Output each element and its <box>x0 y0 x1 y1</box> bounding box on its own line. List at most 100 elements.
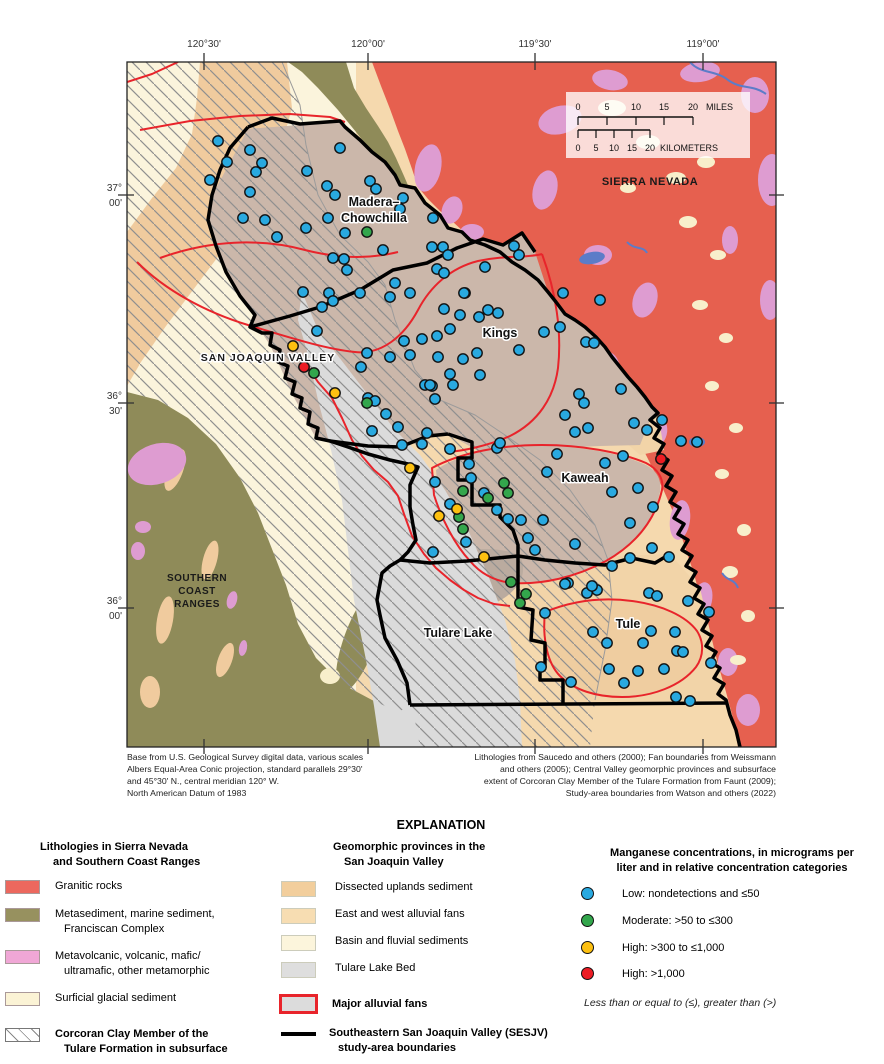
legend-item-lakebed: Tulare Lake Bed <box>281 962 415 978</box>
sample-point-low <box>587 626 599 638</box>
sample-point-moderate <box>514 597 526 609</box>
legend-item-mn-low: Low: nondetections and ≤50 <box>581 887 760 900</box>
sample-point-low <box>539 607 551 619</box>
sample-point-low <box>606 560 618 572</box>
sample-point-low <box>361 347 373 359</box>
svg-text:120°00': 120°00' <box>351 39 385 50</box>
sample-point-low <box>606 486 618 498</box>
legend-item-basin: Basin and fluvial sediments <box>281 935 468 951</box>
sample-point-low <box>632 482 644 494</box>
sample-point-high_1000 <box>298 361 310 373</box>
sample-point-low <box>641 424 653 436</box>
sample-point-low <box>212 135 224 147</box>
credit-base: Base from U.S. Geological Survey digital… <box>127 752 364 798</box>
sample-point-low <box>380 408 392 420</box>
svg-text:RANGES: RANGES <box>174 599 220 610</box>
sample-point-low <box>471 347 483 359</box>
label-tule: Tule <box>616 617 641 631</box>
sample-point-low <box>684 695 696 707</box>
sample-point-low <box>454 309 466 321</box>
sample-point-low <box>221 156 233 168</box>
svg-text:00': 00' <box>109 198 122 209</box>
sample-point-low <box>599 457 611 469</box>
sample-point-moderate <box>482 492 494 504</box>
sample-point-low <box>301 165 313 177</box>
sample-point-low <box>703 606 715 618</box>
legend-item-sesjv: Southeastern San Joaquin Valley (SESJV) s… <box>281 1027 548 1055</box>
sample-point-low <box>705 657 717 669</box>
uplands-swatch <box>281 881 316 897</box>
sample-point-low <box>482 304 494 316</box>
sample-point-low <box>426 241 438 253</box>
sample-point-low <box>364 175 376 187</box>
lithologies-heading: Lithologies in Sierra Nevada and Souther… <box>40 841 201 868</box>
sample-point-low <box>603 663 615 675</box>
sample-point-moderate <box>502 487 514 499</box>
sample-point-low <box>416 438 428 450</box>
sample-point-low <box>259 214 271 226</box>
sample-point-low <box>617 450 629 462</box>
svg-text:0: 0 <box>575 143 580 153</box>
sample-point-low <box>491 504 503 516</box>
granitic-swatch <box>5 880 40 894</box>
sample-point-low <box>438 303 450 315</box>
sample-point-low <box>404 287 416 299</box>
sample-point-low <box>444 323 456 335</box>
sample-point-high_300_1000 <box>329 387 341 399</box>
sample-point-low <box>438 267 450 279</box>
sample-point-low <box>256 157 268 169</box>
sample-point-low <box>656 414 668 426</box>
sample-point-low <box>316 301 328 313</box>
metavolcanic-swatch <box>5 950 40 964</box>
sample-point-low <box>651 590 663 602</box>
legend-item-glacial: Surficial glacial sediment <box>5 992 176 1006</box>
sample-point-low <box>624 517 636 529</box>
svg-text:20: 20 <box>645 143 655 153</box>
sample-point-low <box>628 417 640 429</box>
sample-point-moderate <box>308 367 320 379</box>
sample-point-low <box>339 227 351 239</box>
sample-point-low <box>569 426 581 438</box>
sample-point-low <box>334 142 346 154</box>
sample-point-low <box>677 646 689 658</box>
miles-unit: MILES <box>706 102 733 112</box>
graticule-labels: 120°30' 120°00' 119°30' 119°00' 37° 00' … <box>107 39 720 622</box>
sample-point-low <box>447 379 459 391</box>
lakebed-swatch <box>281 962 316 978</box>
sesjv-line-swatch <box>281 1032 316 1036</box>
fans-swatch <box>281 908 316 924</box>
sample-point-low <box>624 552 636 564</box>
legend-item-mn-high2: High: >1,000 <box>581 967 685 980</box>
sample-point-low <box>389 277 401 289</box>
map-canvas: Madera– Chowchilla Kings Kaweah Tulare L… <box>127 62 776 747</box>
svg-text:36°: 36° <box>107 596 122 607</box>
sample-point-low <box>327 295 339 307</box>
sample-point-low <box>502 513 514 525</box>
sample-point-low <box>529 544 541 556</box>
sample-point-low <box>541 466 553 478</box>
sample-point-high_300_1000 <box>451 503 463 515</box>
sample-point-low <box>354 287 366 299</box>
sample-point-low <box>474 369 486 381</box>
sample-point-low <box>460 536 472 548</box>
label-san-joaquin-valley: SAN JOAQUIN VALLEY <box>201 352 335 364</box>
sample-point-low <box>646 542 658 554</box>
sample-point-low <box>515 514 527 526</box>
metasediment-swatch <box>5 908 40 922</box>
sample-point-low <box>311 325 323 337</box>
label-madera: Madera– <box>349 195 400 209</box>
sample-point-high_300_1000 <box>433 510 445 522</box>
credit-sources: Lithologies from Saucedo and others (200… <box>474 752 776 798</box>
sample-point-low <box>473 311 485 323</box>
sample-point-low <box>601 637 613 649</box>
sample-point-moderate <box>457 485 469 497</box>
map-frame <box>118 53 784 754</box>
sample-point-low <box>615 383 627 395</box>
high-1000-dot <box>581 967 594 980</box>
basin-swatch <box>281 935 316 951</box>
sample-point-low <box>300 222 312 234</box>
sample-point-low <box>663 551 675 563</box>
sample-point-moderate <box>520 588 532 600</box>
legend-item-corcoran: Corcoran Clay Member of the Tulare Format… <box>5 1028 228 1056</box>
